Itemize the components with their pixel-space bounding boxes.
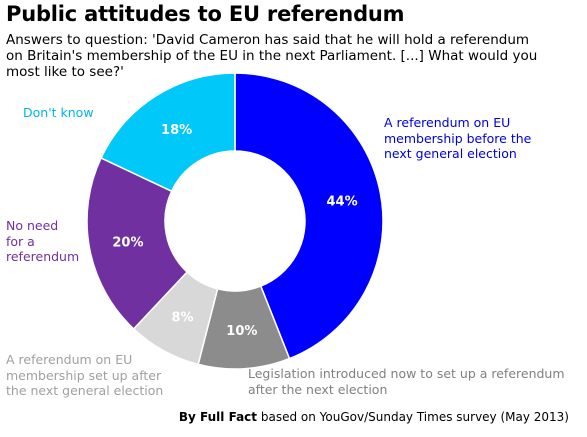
slice-value-label: 20% xyxy=(112,235,143,250)
slice-label-referendum-before: A referendum on EU membership before the… xyxy=(384,115,531,162)
slice-label-line: membership before the xyxy=(384,130,532,146)
source-author: By Full Fact xyxy=(178,410,258,424)
slice-label-line: Legislation introduced now to set up a r… xyxy=(248,366,565,381)
slice-label-line: next general election xyxy=(384,146,517,161)
slice-value-label: 10% xyxy=(226,324,257,339)
slice-label-line: after the next election xyxy=(248,381,388,397)
chart-title: Public attitudes to EU referendum xyxy=(6,2,405,26)
slice-label-dont-know: Don't know xyxy=(23,105,94,121)
slice-label-line: Don't know xyxy=(23,105,94,120)
slice-label-line: referendum xyxy=(6,249,80,264)
chart-subtitle: Answers to question: 'David Cameron has … xyxy=(6,32,566,80)
slice-value-label: 18% xyxy=(161,123,192,138)
source-detail: based on YouGov/Sunday Times survey (May… xyxy=(260,410,569,424)
slice-value-label: 44% xyxy=(327,195,358,210)
slice-label-line: the next general election xyxy=(6,383,164,398)
slice-label-line: No need xyxy=(6,218,59,233)
slice-label-no-need: No need for a referendum xyxy=(6,218,79,265)
subtitle-line: most like to see?' xyxy=(6,64,124,80)
subtitle-line: on Britain's membership of the EU in the… xyxy=(6,48,538,64)
slice-label-referendum-after: A referendum on EU membership set up aft… xyxy=(6,352,163,399)
slice-label-line: A referendum on EU xyxy=(384,115,511,130)
source-note: By Full Fact based on YouGov/Sunday Time… xyxy=(179,410,569,424)
slice-label-line: for a xyxy=(6,233,35,249)
donut-slice xyxy=(234,72,384,360)
subtitle-line: Answers to question: 'David Cameron has … xyxy=(6,32,530,48)
donut-slice xyxy=(86,156,189,330)
slice-label-legislation: Legislation introduced now to set up a r… xyxy=(248,366,565,397)
donut-slice xyxy=(100,72,236,193)
slice-label-line: membership set up after xyxy=(6,367,162,383)
slice-label-line: A referendum on EU xyxy=(6,352,133,367)
slice-value-label: 8% xyxy=(171,311,193,326)
